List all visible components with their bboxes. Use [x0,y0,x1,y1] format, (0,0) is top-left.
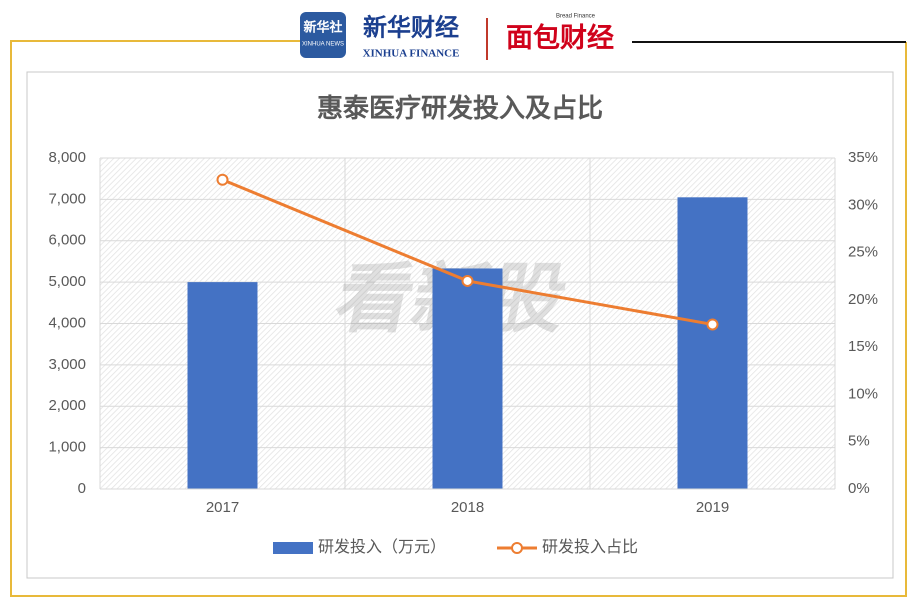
y2-tick-label: 25% [848,244,878,261]
y-tick-label: 8,000 [48,149,86,166]
line-marker [461,274,474,287]
y2-tick-label: 15% [848,338,878,355]
x-tick-label: 2019 [696,499,729,516]
y2-tick-label: 30% [848,196,878,213]
line-marker [216,173,229,186]
logo-box [300,12,346,58]
logo-text: 面包财经 [506,22,614,53]
y2-tick-label: 10% [848,385,878,402]
legend-label: 研发投入（万元） [318,538,446,556]
y-tick-label: 4,000 [48,314,86,331]
y-tick-label: 7,000 [48,190,86,207]
y2-tick-label: 20% [848,291,878,308]
legend-label: 研发投入占比 [542,538,638,556]
bar [187,282,258,489]
y-tick-label: 6,000 [48,232,86,249]
y-tick-label: 0 [78,480,86,497]
legend-swatch [273,542,313,554]
logo-text: 新华社 [303,19,342,34]
logo-text: XINHUA NEWS [302,42,344,48]
logo-text: 新华财经 [363,14,459,42]
logo-text: Bread Finance [556,14,596,20]
chart-title: 惠泰医疗研发投入及占比 [317,93,603,123]
y2-tick-label: 0% [848,480,870,497]
bar [677,197,748,489]
y-tick-label: 2,000 [48,397,86,414]
line-marker [706,318,719,331]
frame [10,40,907,597]
x-tick-label: 2017 [206,499,239,516]
y-tick-label: 3,000 [48,356,86,373]
legend-swatch [511,542,523,554]
logo-text: XINHUA FINANCE [363,48,460,60]
y-tick-label: 5,000 [48,273,86,290]
x-tick-label: 2018 [451,499,484,516]
bar [432,268,503,489]
y2-tick-label: 5% [848,433,870,450]
y2-tick-label: 35% [848,149,878,166]
y-tick-label: 1,000 [48,439,86,456]
